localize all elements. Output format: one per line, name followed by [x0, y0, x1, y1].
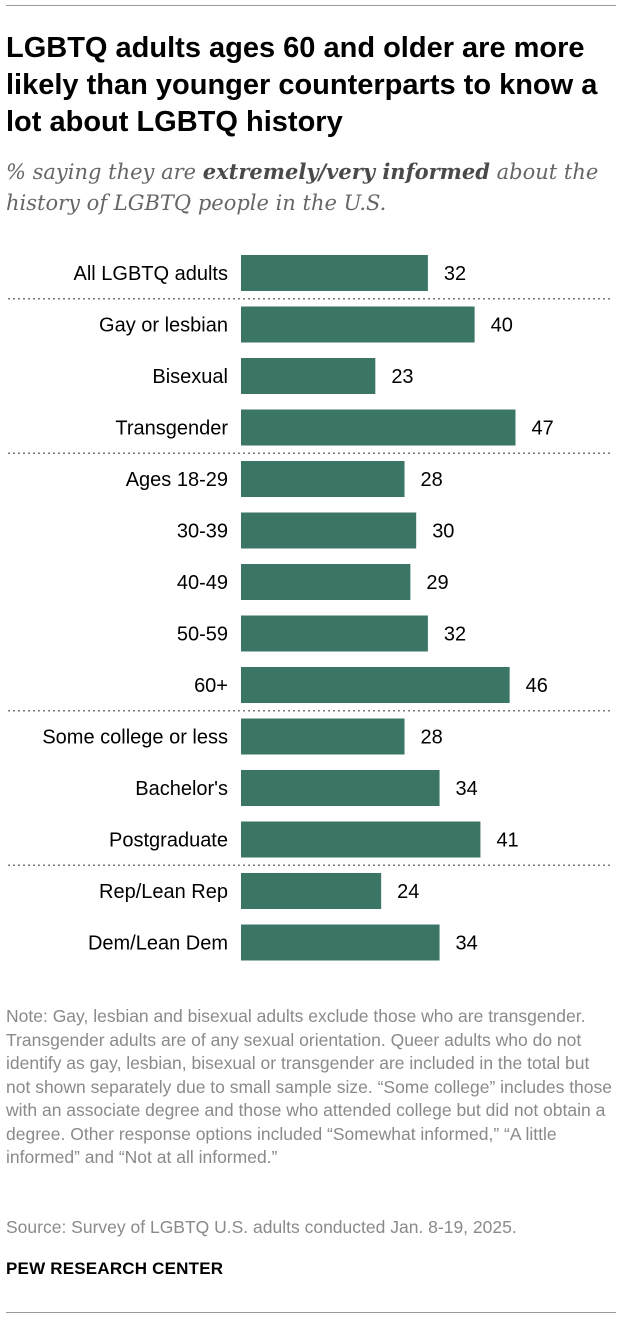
- chart-subtitle: % saying they are extremely/very informe…: [6, 156, 606, 219]
- value-label-gay-or-lesbian: 40: [491, 315, 513, 337]
- category-label-postgraduate: Postgraduate: [109, 830, 228, 852]
- bar-50-59: [241, 615, 428, 652]
- category-label-gay-or-lesbian: Gay or lesbian: [99, 315, 228, 337]
- value-label-ages-18-29: 28: [421, 469, 443, 491]
- value-label-bachelor-s: 34: [456, 778, 478, 800]
- bar-30-39: [241, 512, 417, 549]
- bar-chart: All LGBTQ adults 32 Gay or lesbian 40 Bisexu…: [8, 255, 612, 961]
- value-label-50-59: 32: [444, 624, 466, 646]
- category-label-all-lgbtq-adults: All LGBTQ adults: [73, 263, 228, 285]
- category-label-50-59: 50-59: [177, 624, 228, 646]
- value-label-transgender: 47: [531, 418, 553, 440]
- category-label-dem-lean-dem: Dem/Lean Dem: [88, 933, 228, 955]
- bar-ages-18-29: [241, 461, 405, 497]
- bottom-rule: [6, 1312, 616, 1313]
- value-label-60: 46: [526, 675, 548, 697]
- category-label-ages-18-29: Ages 18-29: [126, 469, 228, 491]
- value-label-some-college-or-less: 28: [421, 727, 443, 749]
- category-label-30-39: 30-39: [177, 521, 228, 543]
- chart-title: LGBTQ adults ages 60 and older are more …: [6, 32, 598, 138]
- value-label-postgraduate: 41: [496, 830, 518, 852]
- bar-bachelor-s: [241, 770, 440, 806]
- subtitle-emphasis: extremely/very informed: [202, 159, 490, 184]
- category-label-some-college-or-less: Some college or less: [42, 727, 228, 749]
- value-label-40-49: 29: [426, 572, 448, 594]
- bar-dem-lean-dem: [241, 924, 440, 961]
- bar-rep-lean-rep: [241, 873, 382, 909]
- category-label-rep-lean-rep: Rep/Lean Rep: [99, 881, 228, 903]
- category-label-bachelor-s: Bachelor's: [135, 778, 228, 800]
- value-label-rep-lean-rep: 24: [397, 881, 419, 903]
- category-label-bisexual: Bisexual: [152, 366, 228, 388]
- bar-gay-or-lesbian: [241, 306, 475, 343]
- bar-some-college-or-less: [241, 718, 405, 755]
- value-label-bisexual: 23: [391, 366, 413, 388]
- bar-bisexual: [241, 358, 376, 394]
- top-rule: [6, 5, 616, 6]
- subtitle-suffix: about the history of LGBTQ people in the…: [6, 160, 599, 215]
- value-label-30-39: 30: [432, 521, 454, 543]
- pew-research-center-logo: PEW RESEARCH CENTER: [6, 1259, 224, 1278]
- bar-60: [241, 667, 510, 703]
- category-label-40-49: 40-49: [177, 572, 228, 594]
- chart-note: Note: Gay, lesbian and bisexual adults e…: [6, 1006, 613, 1167]
- bar-40-49: [241, 564, 411, 600]
- bar-postgraduate: [241, 821, 481, 858]
- bar-transgender: [241, 409, 516, 446]
- chart-source: Source: Survey of LGBTQ U.S. adults cond…: [6, 1217, 517, 1237]
- bar-all-lgbtq-adults: [241, 255, 428, 291]
- subtitle-prefix: % saying they are: [6, 160, 203, 184]
- value-label-dem-lean-dem: 34: [456, 933, 478, 955]
- category-label-transgender: Transgender: [115, 418, 228, 440]
- category-label-60: 60+: [194, 675, 228, 697]
- value-label-all-lgbtq-adults: 32: [444, 263, 466, 285]
